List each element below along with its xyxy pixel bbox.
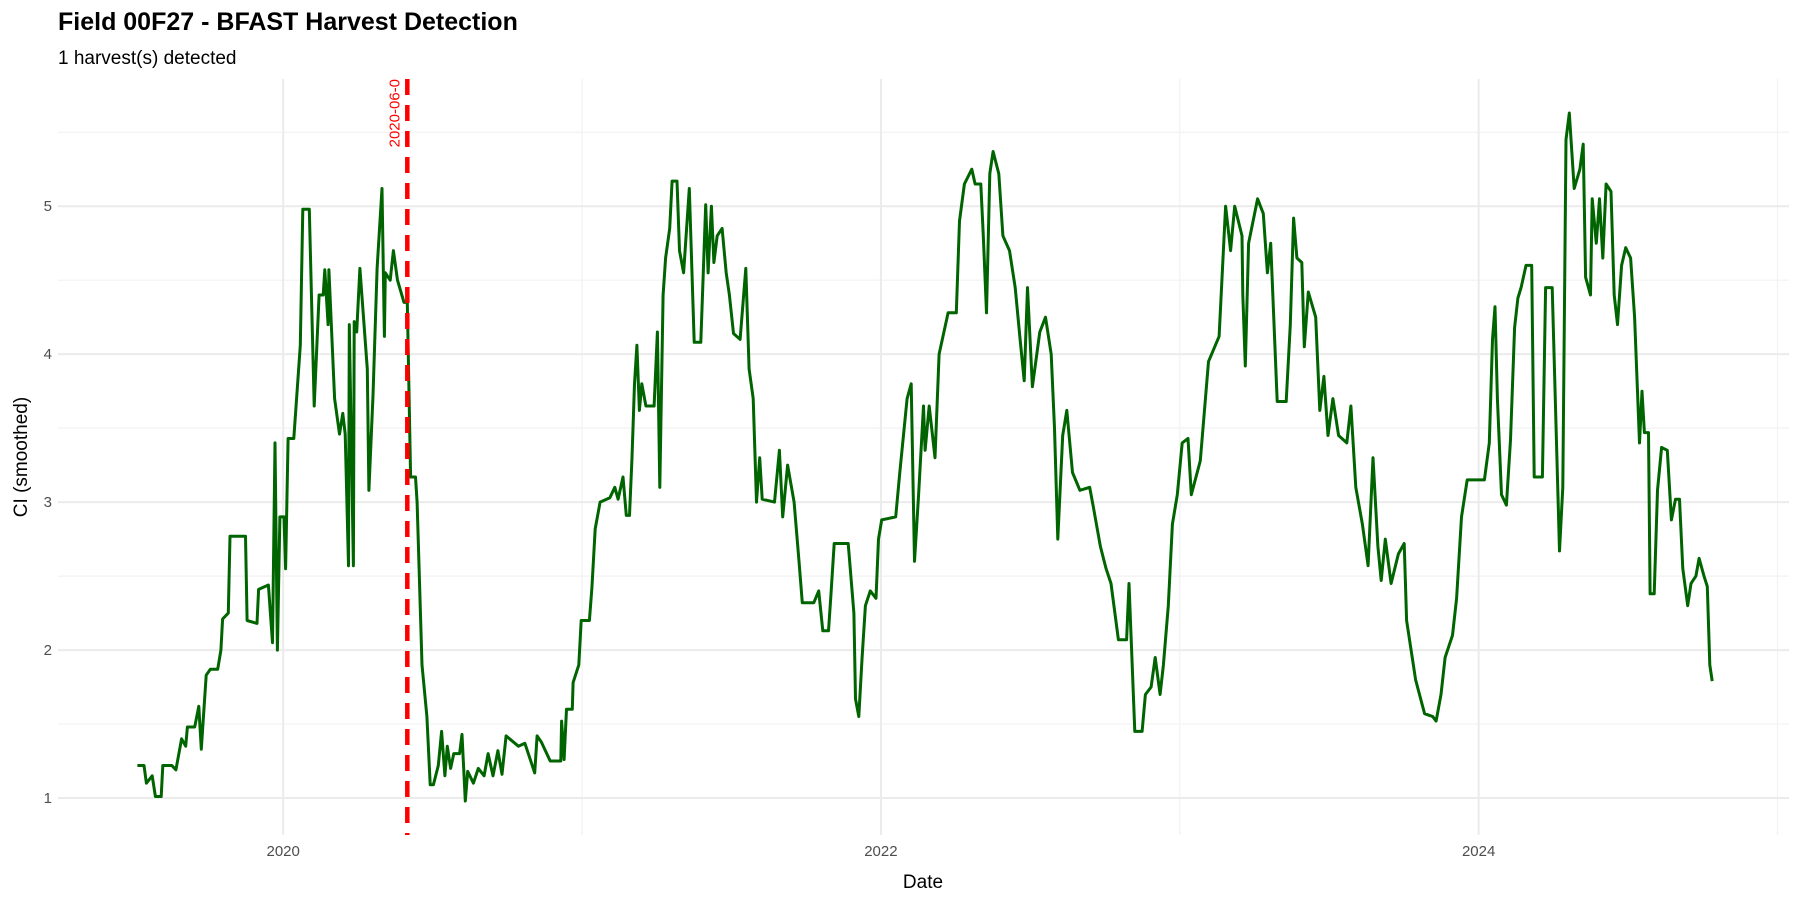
harvest-markers: 2020-06-0 bbox=[386, 79, 410, 835]
y-tick-label: 4 bbox=[44, 346, 52, 363]
x-tick-label: 2024 bbox=[1462, 843, 1495, 860]
x-tick-label: 2022 bbox=[864, 843, 897, 860]
chart-title: Field 00F27 - BFAST Harvest Detection bbox=[58, 8, 518, 36]
series-line bbox=[137, 111, 1714, 803]
x-tick-label: 2020 bbox=[266, 843, 299, 860]
y-tick-label: 1 bbox=[44, 790, 52, 807]
y-axis-title: CI (smoothed) bbox=[11, 397, 32, 517]
gridlines bbox=[58, 79, 1789, 835]
y-tick-label: 2 bbox=[44, 642, 52, 659]
y-axis-ticks: 1 2 3 4 5 bbox=[44, 198, 52, 807]
y-tick-label: 5 bbox=[44, 198, 52, 215]
y-tick-label: 3 bbox=[44, 494, 52, 511]
harvest-label: 2020-06-0 bbox=[386, 79, 403, 147]
x-axis-title: Date bbox=[903, 872, 943, 893]
x-axis-ticks: 2020 2022 2024 bbox=[266, 843, 1495, 860]
chart-subtitle: 1 harvest(s) detected bbox=[58, 48, 236, 69]
